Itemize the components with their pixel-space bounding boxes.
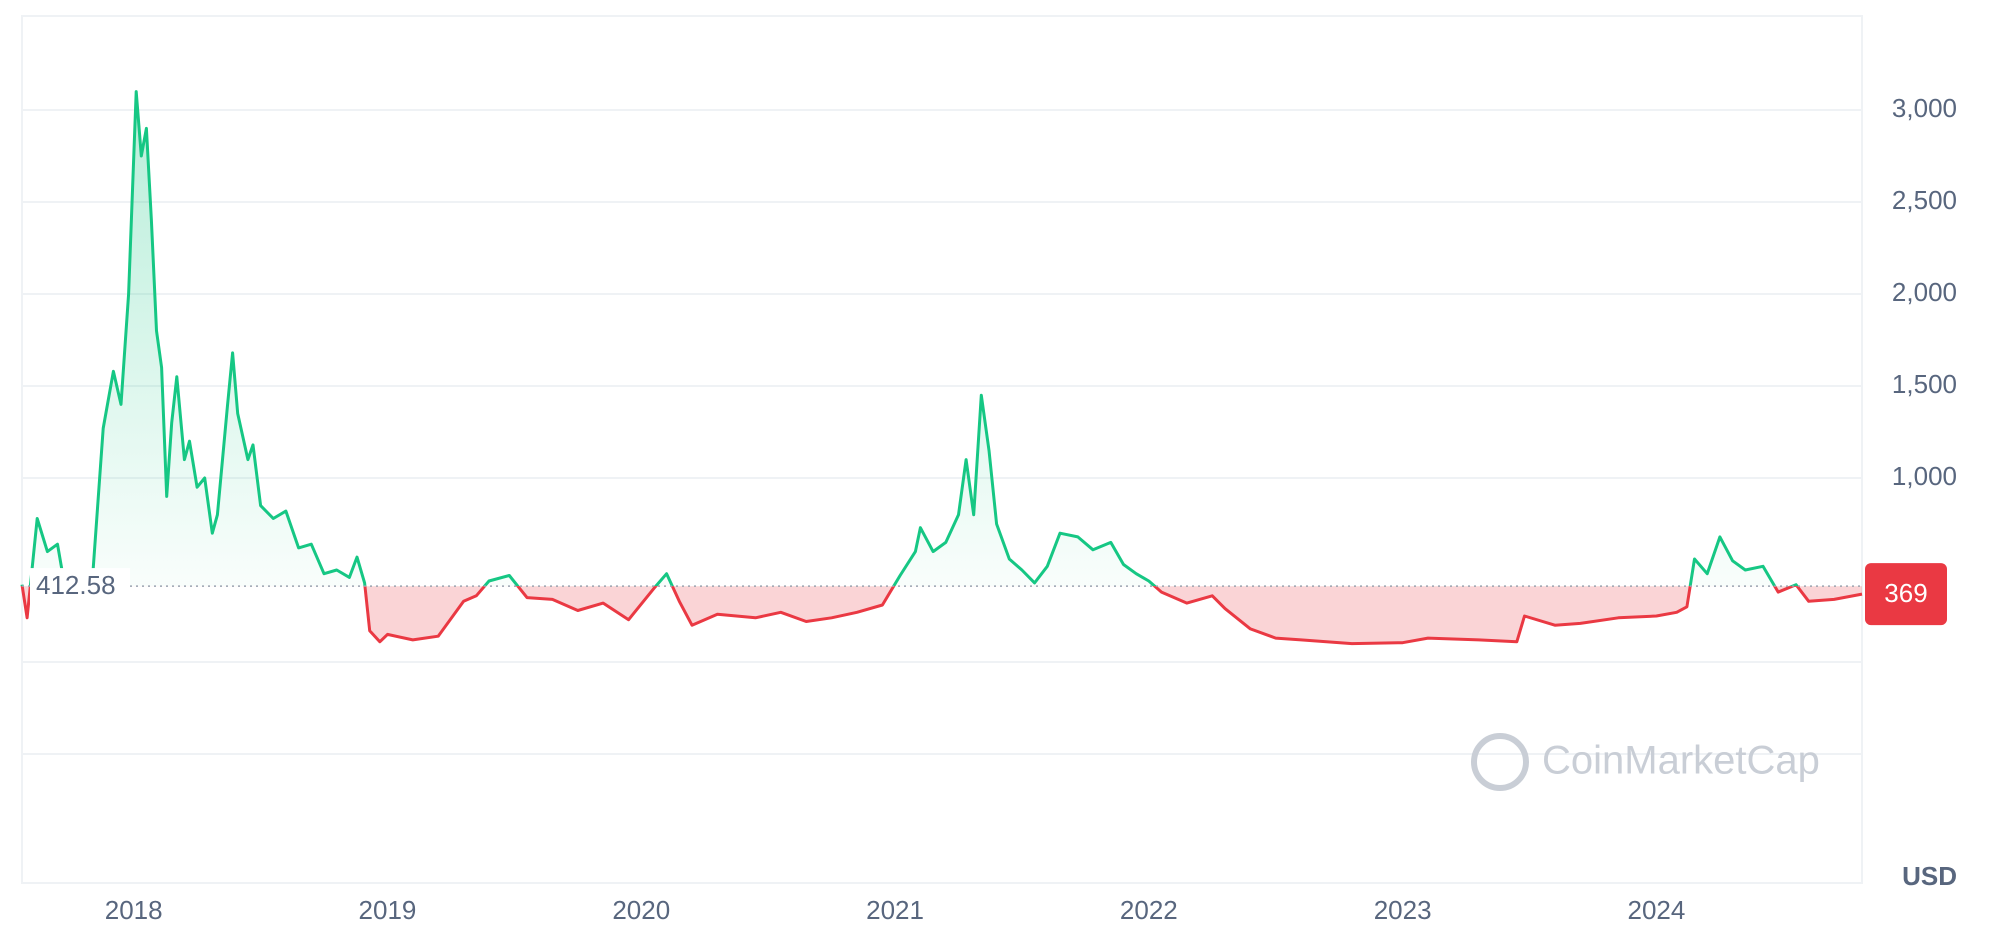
x-tick-label: 2023: [1374, 895, 1432, 925]
x-tick-label: 2019: [359, 895, 417, 925]
plot-frame: [21, 15, 1863, 884]
line-up: [20, 90, 1799, 587]
y-tick-label: 3,000: [1892, 93, 1957, 123]
watermark: CoinMarketCap: [1471, 733, 1820, 791]
x-tick-label: 2021: [866, 895, 924, 925]
y-tick-label: 2,000: [1892, 277, 1957, 307]
area-down: [22, 586, 1862, 644]
baseline-label: 412.58: [36, 570, 116, 600]
y-tick-label: 1,500: [1892, 369, 1957, 399]
grid: [22, 109, 1862, 479]
y-tick-label: 1,000: [1892, 461, 1957, 491]
x-tick-label: 2020: [612, 895, 670, 925]
x-tick-label: 2024: [1628, 895, 1686, 925]
last-price-box: [1865, 563, 1947, 626]
x-tick-label: 2018: [105, 895, 163, 925]
marks: [20, 90, 1863, 646]
y-unit: USD: [1902, 861, 1957, 891]
x-tick-label: 2022: [1120, 895, 1178, 925]
line-down: [20, 586, 1863, 646]
baseline-label-box: [30, 568, 130, 605]
watermark-text: CoinMarketCap: [1542, 739, 1820, 783]
area-up: [22, 91, 1862, 587]
last-price-label: 369: [1884, 578, 1927, 608]
y-tick-label: 2,500: [1892, 185, 1957, 215]
watermark-logo: [1471, 733, 1529, 791]
